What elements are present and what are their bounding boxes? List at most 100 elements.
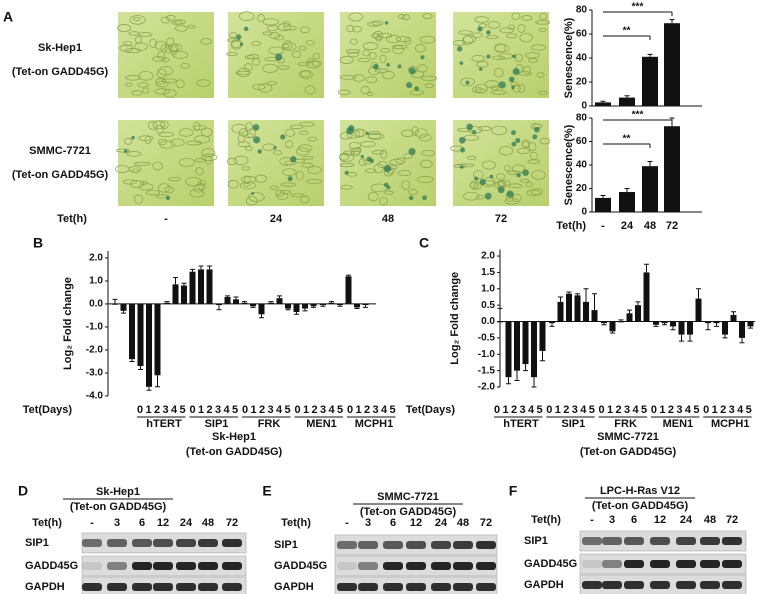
- panel-label: D: [18, 483, 28, 499]
- cell: [499, 145, 514, 156]
- cell: [362, 49, 371, 57]
- cell: [346, 24, 355, 33]
- cell: [305, 60, 321, 69]
- cell: [416, 175, 434, 183]
- blot-band: [107, 562, 127, 570]
- error-bar: [644, 263, 649, 273]
- panel-label: B: [33, 235, 43, 251]
- error-bar: [549, 323, 555, 327]
- cell: [507, 24, 516, 30]
- stain: [489, 174, 494, 179]
- x-tick-label: 3: [624, 404, 630, 416]
- cell: [339, 162, 355, 168]
- cell: [262, 31, 273, 36]
- stain: [414, 86, 419, 91]
- cell: [418, 133, 432, 142]
- blot-band: [476, 541, 496, 549]
- error-bar: [600, 195, 606, 198]
- y-tick-label: 40: [576, 53, 588, 64]
- cell: [157, 50, 165, 61]
- cell: [185, 176, 202, 187]
- error-bar: [696, 288, 701, 299]
- cell: [382, 70, 395, 80]
- cell: [458, 30, 473, 35]
- cell: [347, 52, 359, 58]
- cell: [415, 44, 426, 53]
- blot-band: [198, 539, 218, 547]
- chart-caption: SMMC-7721: [597, 431, 659, 443]
- y-tick-label: -1.0: [86, 322, 104, 333]
- y-tick-label: 2.0: [481, 251, 495, 262]
- cell: [305, 40, 315, 46]
- cell: [467, 155, 477, 160]
- cell: [165, 14, 176, 21]
- x-tick-label: 4: [580, 404, 587, 416]
- x-tick-label: 1: [659, 404, 665, 416]
- cell: [484, 80, 499, 89]
- x-tick-label: 48: [644, 220, 656, 232]
- cell: [299, 26, 311, 34]
- blot-band: [676, 560, 696, 568]
- bar: [619, 97, 635, 106]
- stain: [252, 124, 260, 131]
- cell: [478, 23, 487, 29]
- cell: [383, 190, 394, 195]
- error-bar: [233, 296, 239, 300]
- cell: [247, 54, 260, 60]
- blot-band: [82, 583, 102, 591]
- bar: [302, 303, 308, 309]
- blot-band: [153, 562, 173, 570]
- blot-band: [176, 539, 196, 547]
- blot-band: [406, 541, 426, 549]
- cell: [516, 147, 531, 154]
- error-bar: [242, 301, 247, 303]
- cell: [297, 144, 313, 152]
- cell: [299, 121, 315, 127]
- error-bar: [311, 306, 316, 308]
- blot-band: [337, 562, 357, 570]
- cell: [254, 174, 268, 183]
- stain: [275, 53, 283, 61]
- error-bar: [363, 305, 368, 308]
- blot-band: [222, 562, 242, 570]
- x-tick-label: 4: [276, 404, 283, 416]
- x-tick-label: 5: [337, 404, 343, 416]
- bar: [705, 321, 711, 324]
- blot-band: [176, 583, 196, 591]
- cell: [519, 33, 533, 43]
- blot-row-label: GAPDH: [274, 581, 314, 593]
- cell: [539, 137, 551, 145]
- error-bar: [329, 301, 334, 303]
- cell: [147, 120, 158, 130]
- x-tick-label: 72: [666, 220, 678, 232]
- x-tick-label: 0: [347, 404, 353, 416]
- micrograph: [340, 120, 436, 206]
- cell: [302, 155, 314, 160]
- cell: [290, 124, 304, 130]
- x-tick-label: 2: [259, 404, 265, 416]
- cell: [261, 63, 279, 73]
- cell: [404, 37, 412, 45]
- cell: [229, 32, 238, 39]
- error-bar: [302, 308, 308, 312]
- bar: [293, 303, 300, 312]
- cell: [284, 128, 296, 137]
- bar: [619, 192, 635, 212]
- cell: [197, 180, 207, 186]
- x-tick-label: 4: [381, 404, 388, 416]
- cell: [350, 150, 361, 157]
- cell: [531, 170, 546, 180]
- cell: [133, 16, 141, 21]
- cell: [171, 20, 183, 25]
- cell: [358, 158, 367, 166]
- bar: [549, 321, 555, 324]
- micrograph: [118, 120, 214, 206]
- cell: [518, 84, 526, 94]
- cell: [157, 138, 167, 146]
- stain: [287, 176, 293, 182]
- blot-band: [82, 562, 102, 570]
- cell: [239, 11, 255, 22]
- stain: [384, 21, 389, 25]
- cell: [241, 166, 251, 171]
- bar: [609, 321, 616, 332]
